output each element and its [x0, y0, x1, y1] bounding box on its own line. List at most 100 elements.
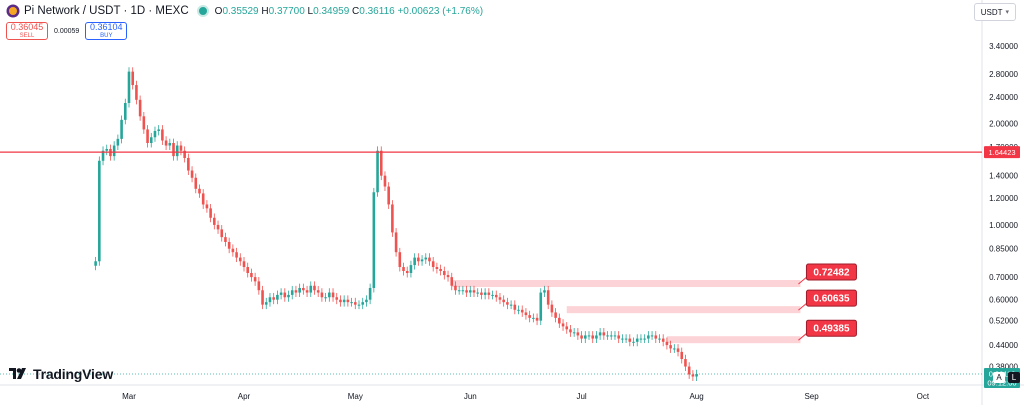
candle-body [483, 292, 487, 295]
candle-body [227, 241, 231, 249]
candle-body [246, 267, 250, 274]
candle-body [213, 217, 216, 225]
price-tick-label: 1.00000 [989, 221, 1018, 230]
candle-body [543, 290, 546, 293]
candle-body [231, 248, 235, 253]
candle-body [149, 137, 153, 144]
sell-label: SELL [19, 33, 35, 39]
candle-body [524, 312, 528, 316]
zone-price-label: 0.72482 [813, 268, 850, 279]
candle-body [465, 290, 468, 293]
candle-body [632, 341, 635, 343]
tradingview-logo-icon [9, 368, 26, 379]
candle-body [120, 119, 123, 139]
ohlc-close-key: C [352, 5, 360, 17]
candle-body [164, 140, 168, 146]
candle-body [402, 267, 405, 271]
candle-body [339, 299, 342, 303]
candle-body [517, 309, 520, 311]
candle-body [98, 160, 101, 262]
candle-body [539, 292, 543, 321]
candle-body [468, 290, 472, 293]
candle-body [153, 130, 157, 138]
candle-body [198, 188, 201, 194]
candle-body [598, 332, 602, 336]
candle-body [428, 257, 431, 262]
candle-body [268, 297, 272, 303]
zone-price-label: 0.60635 [813, 294, 850, 305]
candle-body [101, 150, 105, 161]
currency-selector[interactable]: USDT ▾ [973, 3, 1016, 21]
candle-body [279, 292, 283, 295]
candle-body [617, 335, 620, 339]
candle-body [220, 229, 224, 238]
candle-body [324, 297, 327, 299]
time-tick-label: Sep [804, 392, 819, 401]
candle-body [161, 129, 164, 141]
candle-body [583, 335, 587, 339]
candle-body [261, 290, 264, 305]
sell-button[interactable]: 0.36045 SELL [6, 22, 48, 40]
candle-body [661, 338, 665, 342]
candle-body [105, 148, 109, 151]
candle-body [168, 143, 172, 146]
candle-body [272, 297, 275, 300]
brand-name: TradingView [33, 366, 114, 382]
spread-value: 0.00059 [54, 27, 80, 35]
candle-body [684, 359, 687, 367]
candle-body [313, 285, 316, 291]
candle-body [157, 129, 160, 131]
candle-body [112, 145, 116, 157]
candle-body [554, 312, 557, 318]
zone-price-tag [805, 289, 857, 307]
candle-body [194, 177, 198, 189]
ohlc-open-value: 0.35529 [222, 5, 259, 17]
candle-body [372, 192, 376, 288]
candle-body [561, 323, 565, 327]
chart-header: Pi Network / USDT · 1D · MEXC O0.35529 H… [0, 0, 960, 22]
candle-body [290, 290, 294, 295]
price-tick-label: 0.70000 [989, 273, 1018, 282]
ohlc-change-value: +0.00623 (+1.76%) [397, 5, 484, 17]
candle-body [417, 257, 420, 262]
candle-body [587, 335, 591, 337]
candle-body [580, 335, 583, 339]
candle-body [276, 294, 279, 300]
price-tick-label: 0.60000 [989, 296, 1018, 305]
candle-body [379, 150, 383, 176]
candle-body [609, 335, 613, 337]
candle-body [621, 338, 624, 340]
candle-body [446, 275, 450, 278]
candle-body [387, 186, 390, 205]
price-tick-label: 2.80000 [989, 70, 1018, 79]
candle-body [535, 317, 539, 321]
candle-body [413, 257, 416, 266]
candle-body [216, 224, 220, 230]
candle-body [335, 297, 339, 300]
candle-body [454, 285, 457, 291]
buy-price: 0.36104 [90, 22, 123, 32]
resistance-price-pill [984, 146, 1020, 159]
ohlc-low-value: 0.34959 [313, 5, 350, 17]
candle-body [647, 335, 650, 339]
candle-body [628, 338, 632, 342]
candle-body [142, 116, 146, 130]
price-tick-label: 0.85000 [989, 245, 1018, 254]
candle-body [443, 270, 446, 276]
log-scale-button[interactable]: L [1008, 372, 1020, 383]
candle-body [224, 237, 227, 242]
candle-body [613, 335, 617, 337]
candle-body [383, 175, 387, 187]
pi-network-logo-icon [6, 4, 20, 18]
candle-body [546, 290, 550, 305]
price-zone [566, 306, 801, 314]
candle-body [565, 326, 569, 330]
symbol-title[interactable]: Pi Network / USDT · 1D · MEXC [24, 5, 189, 17]
trade-buttons: 0.36045 SELL 0.00059 0.36104 BUY [6, 21, 128, 41]
candle-body [602, 332, 606, 336]
buy-button[interactable]: 0.36104 BUY [85, 22, 128, 40]
candle-body [328, 292, 331, 298]
auto-scale-button[interactable]: A [993, 372, 1005, 383]
price-tick-label: 0.38000 [989, 363, 1018, 372]
